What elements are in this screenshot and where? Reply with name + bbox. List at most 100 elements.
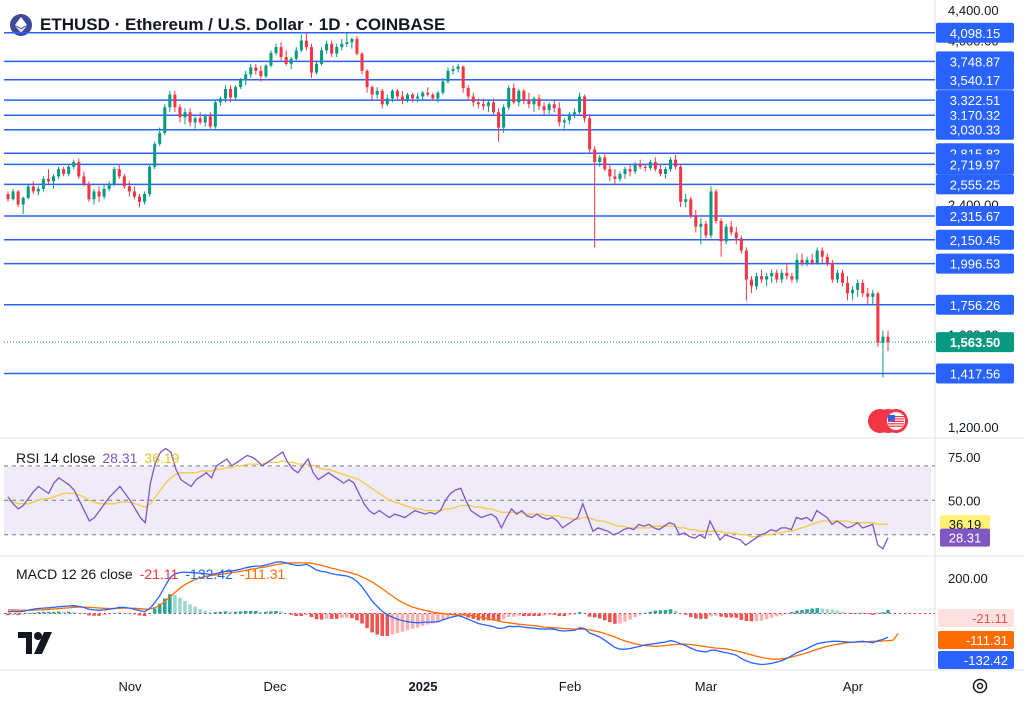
macd-histogram-bar — [77, 612, 81, 614]
rsi-value-badge-label: 28.31 — [949, 531, 982, 546]
candle-body — [36, 188, 40, 192]
level-price-label: 1,756.26 — [950, 298, 1001, 313]
candle-body — [360, 53, 364, 71]
candle-body — [557, 108, 561, 123]
macd-histogram-bar — [56, 611, 61, 614]
rsi-line — [7, 447, 889, 550]
candle-body — [547, 104, 551, 111]
candle-body — [724, 226, 728, 242]
candle-body — [400, 96, 404, 101]
chart-header: ETHUSD · Ethereum / U.S. Dollar · 1D · C… — [10, 14, 445, 36]
candle-body — [254, 67, 258, 71]
macd-histogram-bar — [587, 613, 592, 617]
macd-histogram-bar — [264, 611, 268, 614]
macd-histogram-bar — [729, 613, 733, 618]
candle-body — [577, 96, 582, 113]
candle-body — [158, 132, 162, 144]
timeframe: 1D — [318, 15, 341, 34]
macd-histogram-bar — [254, 611, 258, 614]
macd-histogram-bar — [284, 613, 288, 614]
macd-histogram-bar — [699, 613, 703, 619]
candle-body — [739, 238, 743, 251]
level-price-label: 1,417.56 — [950, 367, 1001, 382]
macd-histogram-bar — [319, 613, 324, 620]
gear-icon[interactable] — [970, 676, 990, 696]
macd-legend[interactable]: MACD 12 26 close -21.11 -132.42 -111.31 — [16, 566, 285, 582]
candle-body — [370, 87, 374, 95]
price-tick-label: 1,200.00 — [948, 420, 999, 435]
candle-body — [132, 191, 136, 197]
candle-body — [234, 87, 238, 98]
candle-body — [729, 226, 733, 233]
macd-signal-badge — [938, 631, 1014, 649]
macd-histogram-bar — [142, 613, 147, 616]
candle-body — [31, 186, 35, 192]
level-price-label-bg — [936, 206, 1014, 227]
macd-histogram-bar — [860, 612, 865, 614]
exchange: COINBASE — [355, 15, 446, 34]
symbol-title[interactable]: ETHUSD · Ethereum / U.S. Dollar · 1D · C… — [40, 15, 445, 35]
candle-body — [57, 169, 61, 177]
candle-body — [345, 42, 349, 44]
macd-histogram-bar — [218, 611, 223, 614]
macd-histogram-bar — [279, 611, 283, 614]
level-price-label: 2,315.67 — [950, 209, 1001, 224]
symbol: ETHUSD — [40, 15, 110, 34]
macd-histogram-bar — [269, 611, 273, 614]
macd-histogram-bar — [436, 613, 440, 623]
macd-histogram-bar — [152, 608, 157, 614]
candle-body — [785, 272, 789, 277]
macd-histogram-bar — [203, 610, 208, 614]
candle-body — [653, 162, 657, 170]
macd-histogram-bar — [628, 613, 632, 620]
candle-body — [471, 96, 475, 103]
level-price-label-bg — [936, 229, 1014, 250]
candle-body — [507, 88, 511, 108]
candle-body — [52, 176, 56, 182]
candle-body — [122, 176, 126, 187]
macd-histogram-bar — [238, 611, 243, 614]
macd-histogram-bar — [527, 613, 531, 616]
macd-histogram-bar — [102, 613, 106, 616]
candle-body — [674, 159, 678, 167]
rsi-value-badge — [940, 528, 990, 547]
candle-body — [866, 293, 870, 297]
candle-body — [633, 164, 637, 172]
macd-histogram-bar — [481, 613, 486, 621]
candle-body — [835, 272, 839, 280]
macd-histogram-bar — [188, 604, 192, 614]
macd-histogram-bar — [360, 613, 364, 624]
rsi-legend[interactable]: RSI 14 close 28.31 36.19 — [16, 450, 179, 466]
macd-histogram-bar — [208, 612, 213, 614]
macd-histogram-bar — [673, 610, 678, 614]
macd-value-badge-label: -132.42 — [964, 653, 1008, 668]
macd-histogram-bar — [552, 613, 556, 615]
candle-body — [77, 162, 81, 177]
macd-histogram-bar — [506, 613, 511, 618]
candle-body — [502, 107, 506, 128]
rsi-tick-label: 50.00 — [948, 493, 981, 508]
macd-histogram-bar — [810, 608, 814, 614]
macd-histogram-bar — [228, 611, 233, 614]
macd-histogram-bar — [309, 613, 314, 618]
macd-value: -132.42 — [185, 566, 233, 582]
macd-histogram-bar — [511, 613, 516, 617]
macd-histogram-bar — [774, 613, 779, 617]
candle-body — [365, 70, 369, 88]
level-price-label: 2,150.45 — [950, 233, 1001, 248]
macd-histogram-bar — [537, 613, 541, 616]
candle-body — [658, 169, 662, 174]
candle-body — [223, 88, 227, 99]
macd-histogram-bar — [289, 613, 293, 615]
level-price-label-bg — [936, 294, 1014, 315]
macd-histogram-bar — [663, 609, 668, 614]
level-price-label: 1,996.53 — [950, 257, 1001, 272]
level-price-label: 3,322.51 — [950, 93, 1001, 108]
candle-body — [208, 116, 212, 127]
candle-body — [603, 157, 607, 170]
candle-body — [299, 40, 303, 51]
candle-body — [820, 250, 824, 257]
candle-body — [284, 57, 288, 64]
tradingview-logo-icon[interactable] — [18, 630, 58, 661]
